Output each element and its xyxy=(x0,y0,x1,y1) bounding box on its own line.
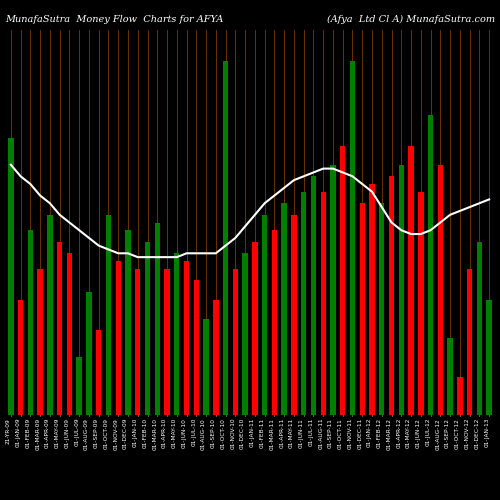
Bar xyxy=(252,242,258,415)
Bar xyxy=(457,376,462,415)
Bar xyxy=(448,338,453,415)
Bar xyxy=(126,230,130,415)
Bar xyxy=(204,319,209,415)
Text: (Afya  Ltd Cl A) MunafaSutra.com: (Afya Ltd Cl A) MunafaSutra.com xyxy=(327,15,495,24)
Bar xyxy=(398,165,404,415)
Bar xyxy=(262,215,268,415)
Bar xyxy=(242,254,248,415)
Bar xyxy=(360,203,365,415)
Bar xyxy=(66,254,72,415)
Bar xyxy=(301,192,306,415)
Bar xyxy=(232,268,238,415)
Bar xyxy=(389,176,394,415)
Bar xyxy=(86,292,92,415)
Bar xyxy=(340,146,345,415)
Bar xyxy=(272,230,277,415)
Bar xyxy=(96,330,102,415)
Bar xyxy=(476,242,482,415)
Bar xyxy=(213,300,218,415)
Bar xyxy=(145,242,150,415)
Bar xyxy=(106,215,111,415)
Bar xyxy=(8,138,14,415)
Bar xyxy=(379,203,384,415)
Bar xyxy=(116,261,121,415)
Bar xyxy=(174,254,180,415)
Bar xyxy=(291,215,296,415)
Bar xyxy=(320,192,326,415)
Bar xyxy=(164,268,170,415)
Bar xyxy=(330,165,336,415)
Bar xyxy=(438,165,443,415)
Bar xyxy=(282,203,287,415)
Bar xyxy=(486,300,492,415)
Bar xyxy=(184,261,189,415)
Bar xyxy=(194,280,199,415)
Bar xyxy=(467,268,472,415)
Bar xyxy=(38,268,43,415)
Bar xyxy=(350,61,355,415)
Bar xyxy=(135,268,140,415)
Bar xyxy=(370,184,374,415)
Bar xyxy=(154,222,160,415)
Bar xyxy=(18,300,24,415)
Bar xyxy=(47,215,52,415)
Text: MunafaSutra  Money Flow  Charts for AFYA: MunafaSutra Money Flow Charts for AFYA xyxy=(5,15,223,24)
Bar xyxy=(311,176,316,415)
Bar xyxy=(418,192,424,415)
Bar xyxy=(223,61,228,415)
Bar xyxy=(28,230,33,415)
Bar xyxy=(76,357,82,415)
Bar xyxy=(408,146,414,415)
Bar xyxy=(428,114,434,415)
Bar xyxy=(57,242,62,415)
